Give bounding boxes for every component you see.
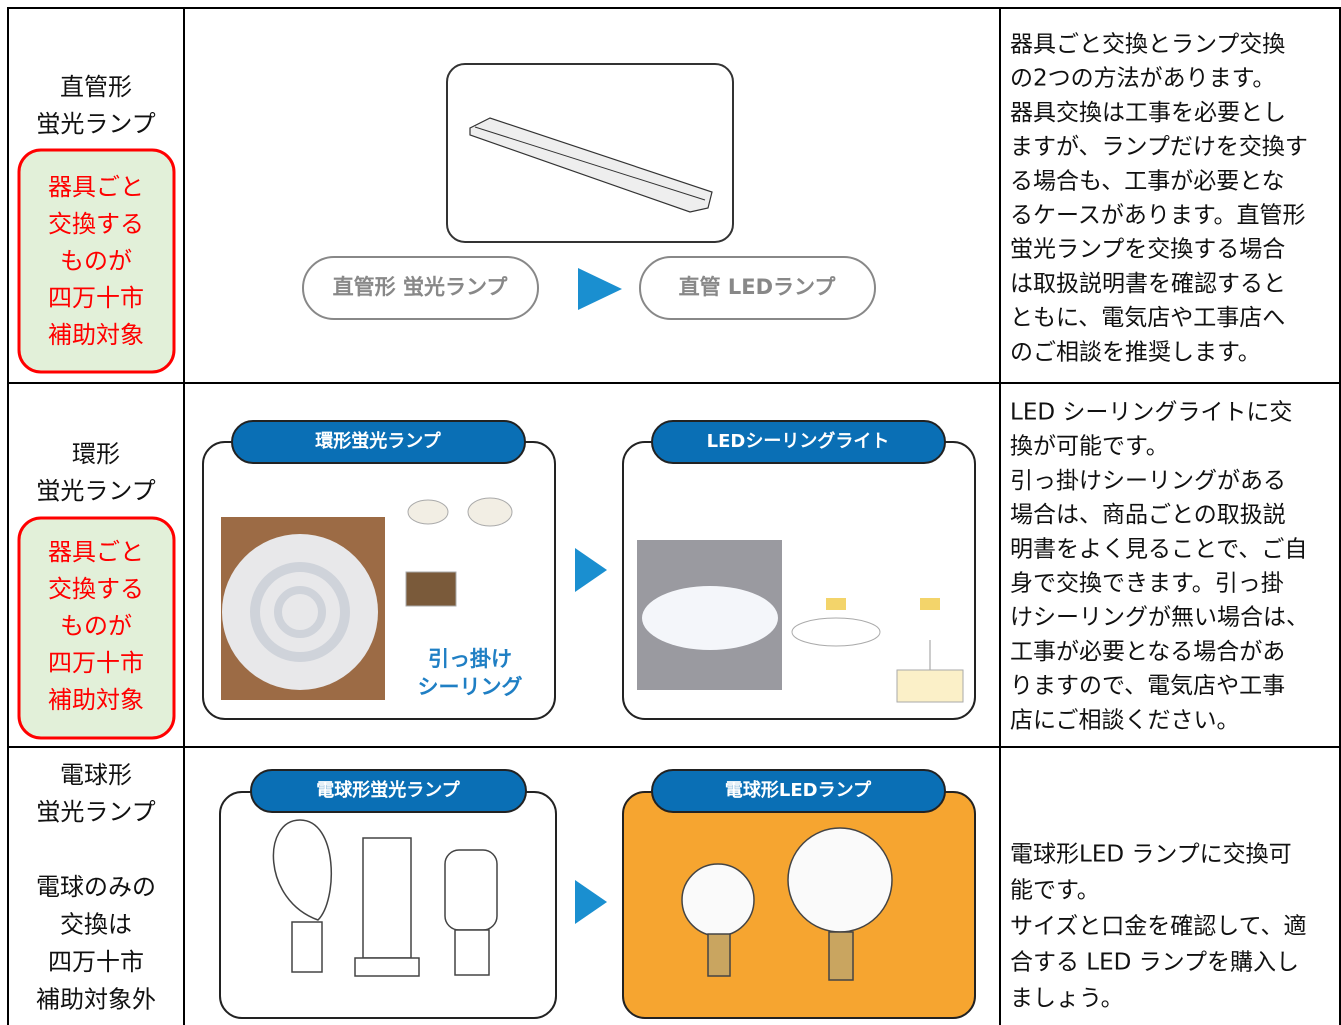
subsidy-note: 器具ごと (48, 173, 144, 201)
description: ましょう。 (1010, 986, 1124, 1012)
table-grid (7, 7, 1341, 1025)
lamp-type: 蛍光ランプ (36, 477, 155, 505)
description: 器具ごと交換とランプ交換 (1010, 32, 1285, 58)
description: 合する LED ランプを購入し (1010, 950, 1299, 976)
description: る場合も、工事が必要とな (1010, 168, 1285, 194)
led-ceiling-photo (637, 540, 964, 703)
lamp-type: 環形 (72, 440, 120, 468)
arrows (575, 268, 622, 924)
subsidy-note: 器具ごと (48, 538, 144, 566)
subsidy-note: 補助対象 (48, 686, 144, 714)
description: 明書をよく見ることで、ご自 (1010, 536, 1307, 562)
description: 場合は、商品ごとの取扱説 (1010, 502, 1286, 528)
lamp-type: 電球形 (60, 761, 132, 789)
subsidy-note: 交換は (60, 911, 132, 939)
description: ますが、ランプだけを交換す (1010, 134, 1308, 160)
ceiling-fittings (405, 497, 513, 607)
description: 能です。 (1010, 878, 1100, 904)
lamp-type: 直管形 (60, 73, 132, 101)
lamp-type: 蛍光ランプ (36, 798, 155, 826)
description: 換が可能です。 (1010, 434, 1169, 460)
description: 引っ掛けシーリングがある (1010, 468, 1286, 494)
description: ともに、電気店や工事店へ (1010, 305, 1285, 331)
description: のご相談を推奨します。 (1010, 339, 1261, 365)
after-label: LEDシーリングライト (707, 430, 890, 452)
bulbs (272, 819, 893, 981)
subsidy-note: 交換する (48, 575, 144, 603)
fitting-label: シーリング (418, 675, 523, 699)
description: りますので、電気店や工事 (1010, 673, 1285, 699)
description: 器具交換は工事を必要とし (1010, 100, 1286, 126)
description: の2つの方法があります。 (1010, 66, 1275, 92)
description: けシーリングが無い場合は、 (1010, 605, 1309, 631)
badges (17, 148, 176, 740)
after-label: 直管 LEDランプ (679, 275, 837, 299)
description: るケースがあります。直管形 (1010, 203, 1306, 229)
straight-fixture (446, 63, 734, 243)
before-label: 直管形 蛍光ランプ (333, 275, 509, 299)
subsidy-note: 交換する (48, 210, 144, 238)
fitting-label: 引っ掛け (428, 647, 512, 671)
subsidy-note: 四万十市 (48, 284, 144, 312)
subsidy-note: 補助対象 (48, 321, 144, 349)
texts: 直管形蛍光ランプ器具ごと交換するものが四万十市補助対象器具ごと交換とランプ交換の… (36, 32, 1309, 1014)
subsidy-note: ものが (60, 247, 132, 275)
description: LED シーリングライトに交 (1010, 400, 1292, 426)
subsidy-note: 四万十市 (48, 649, 144, 677)
description: 工事が必要となる場合があ (1010, 639, 1285, 665)
description: 店にご相談ください。 (1010, 707, 1240, 733)
before-label: 電球形蛍光ランプ (316, 779, 460, 801)
subsidy-note: 電球のみの (36, 873, 156, 901)
description: 身で交換できます。引っ掛 (1010, 571, 1284, 597)
description: 電球形LED ランプに交換可 (1010, 842, 1292, 868)
pills (302, 256, 876, 320)
circle-lamp-photo (221, 517, 385, 700)
subsidy-note: ものが (60, 612, 132, 640)
subsidy-note: 補助対象外 (36, 986, 156, 1014)
before-label: 環形蛍光ランプ (315, 430, 441, 452)
after-label: 電球形LEDランプ (725, 779, 872, 801)
subsidy-note: 四万十市 (48, 948, 144, 976)
description: 蛍光ランプを交換する場合 (1010, 237, 1285, 263)
description: は取扱説明書を確認すると (1010, 271, 1286, 297)
lamp-type: 蛍光ランプ (36, 110, 155, 138)
heading-tabs (231, 420, 946, 813)
description: サイズと口金を確認して、適 (1010, 914, 1306, 940)
